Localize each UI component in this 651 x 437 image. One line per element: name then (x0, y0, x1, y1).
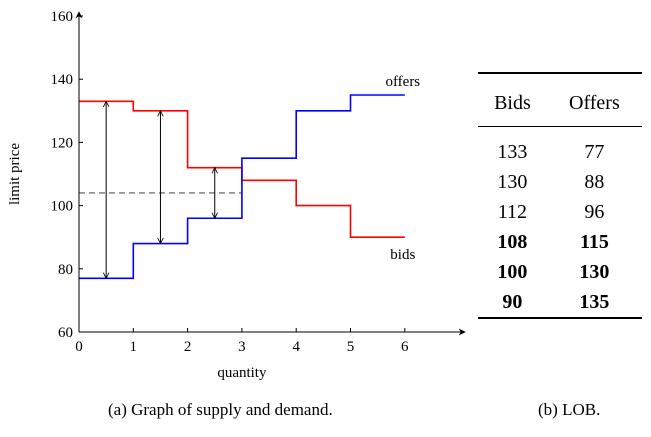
lob-offer-cell: 96 (584, 201, 605, 223)
y-tick-label: 160 (51, 9, 74, 25)
x-tick-label: 1 (130, 339, 138, 355)
lob-header-row: Bids Offers (478, 73, 642, 127)
lob-bid-cell: 100 (497, 261, 528, 283)
y-tick-label: 120 (51, 135, 74, 151)
y-tick-label: 140 (51, 72, 74, 88)
y-axis-title: limit price (7, 143, 23, 205)
graph-caption: (a) Graph of supply and demand. (108, 400, 333, 419)
offers-step-line (79, 94, 405, 280)
lob-row: 112 96 (478, 197, 642, 227)
x-tick-label: 2 (184, 339, 192, 355)
lob-offer-cell: 130 (579, 261, 610, 283)
x-axis-title: quantity (217, 365, 267, 381)
lob-row: 130 88 (478, 167, 642, 197)
x-tick-label: 3 (238, 339, 246, 355)
lob-row: 100 130 (478, 257, 642, 287)
y-tick-label: 100 (51, 199, 74, 215)
lob-offer-cell: 77 (584, 141, 605, 163)
y-tick-label: 80 (58, 262, 73, 278)
lob-bid-cell: 130 (497, 171, 528, 193)
lob-row: 108 115 (478, 227, 642, 257)
lob-offer-cell: 115 (579, 231, 609, 253)
lob-row: 90 135 (478, 287, 642, 318)
lob-header-offers: Offers (546, 73, 642, 127)
lob-row: 133 77 (478, 127, 642, 168)
lob-bid-cell: 112 (497, 201, 528, 223)
lob-offer-cell: 135 (579, 291, 610, 313)
lob-bid-cell: 133 (497, 141, 528, 163)
bids-label: bids (390, 247, 415, 263)
lob-bid-cell: 108 (497, 231, 528, 253)
lob-header-bids: Bids (478, 73, 547, 127)
x-tick-label: 4 (292, 339, 300, 355)
table-caption: (b) LOB. (538, 400, 601, 419)
x-tick-label: 6 (401, 339, 409, 355)
x-tick-label: 0 (75, 339, 83, 355)
offers-label: offers (385, 74, 420, 90)
y-tick-label: 60 (58, 325, 73, 341)
lob-table: Bids Offers 133 77 130 88 112 96 108 115 100 130 9… (478, 72, 642, 319)
lob-bid-cell: 90 (502, 291, 523, 313)
lob-offer-cell: 88 (584, 171, 605, 193)
x-tick-label: 5 (347, 339, 355, 355)
